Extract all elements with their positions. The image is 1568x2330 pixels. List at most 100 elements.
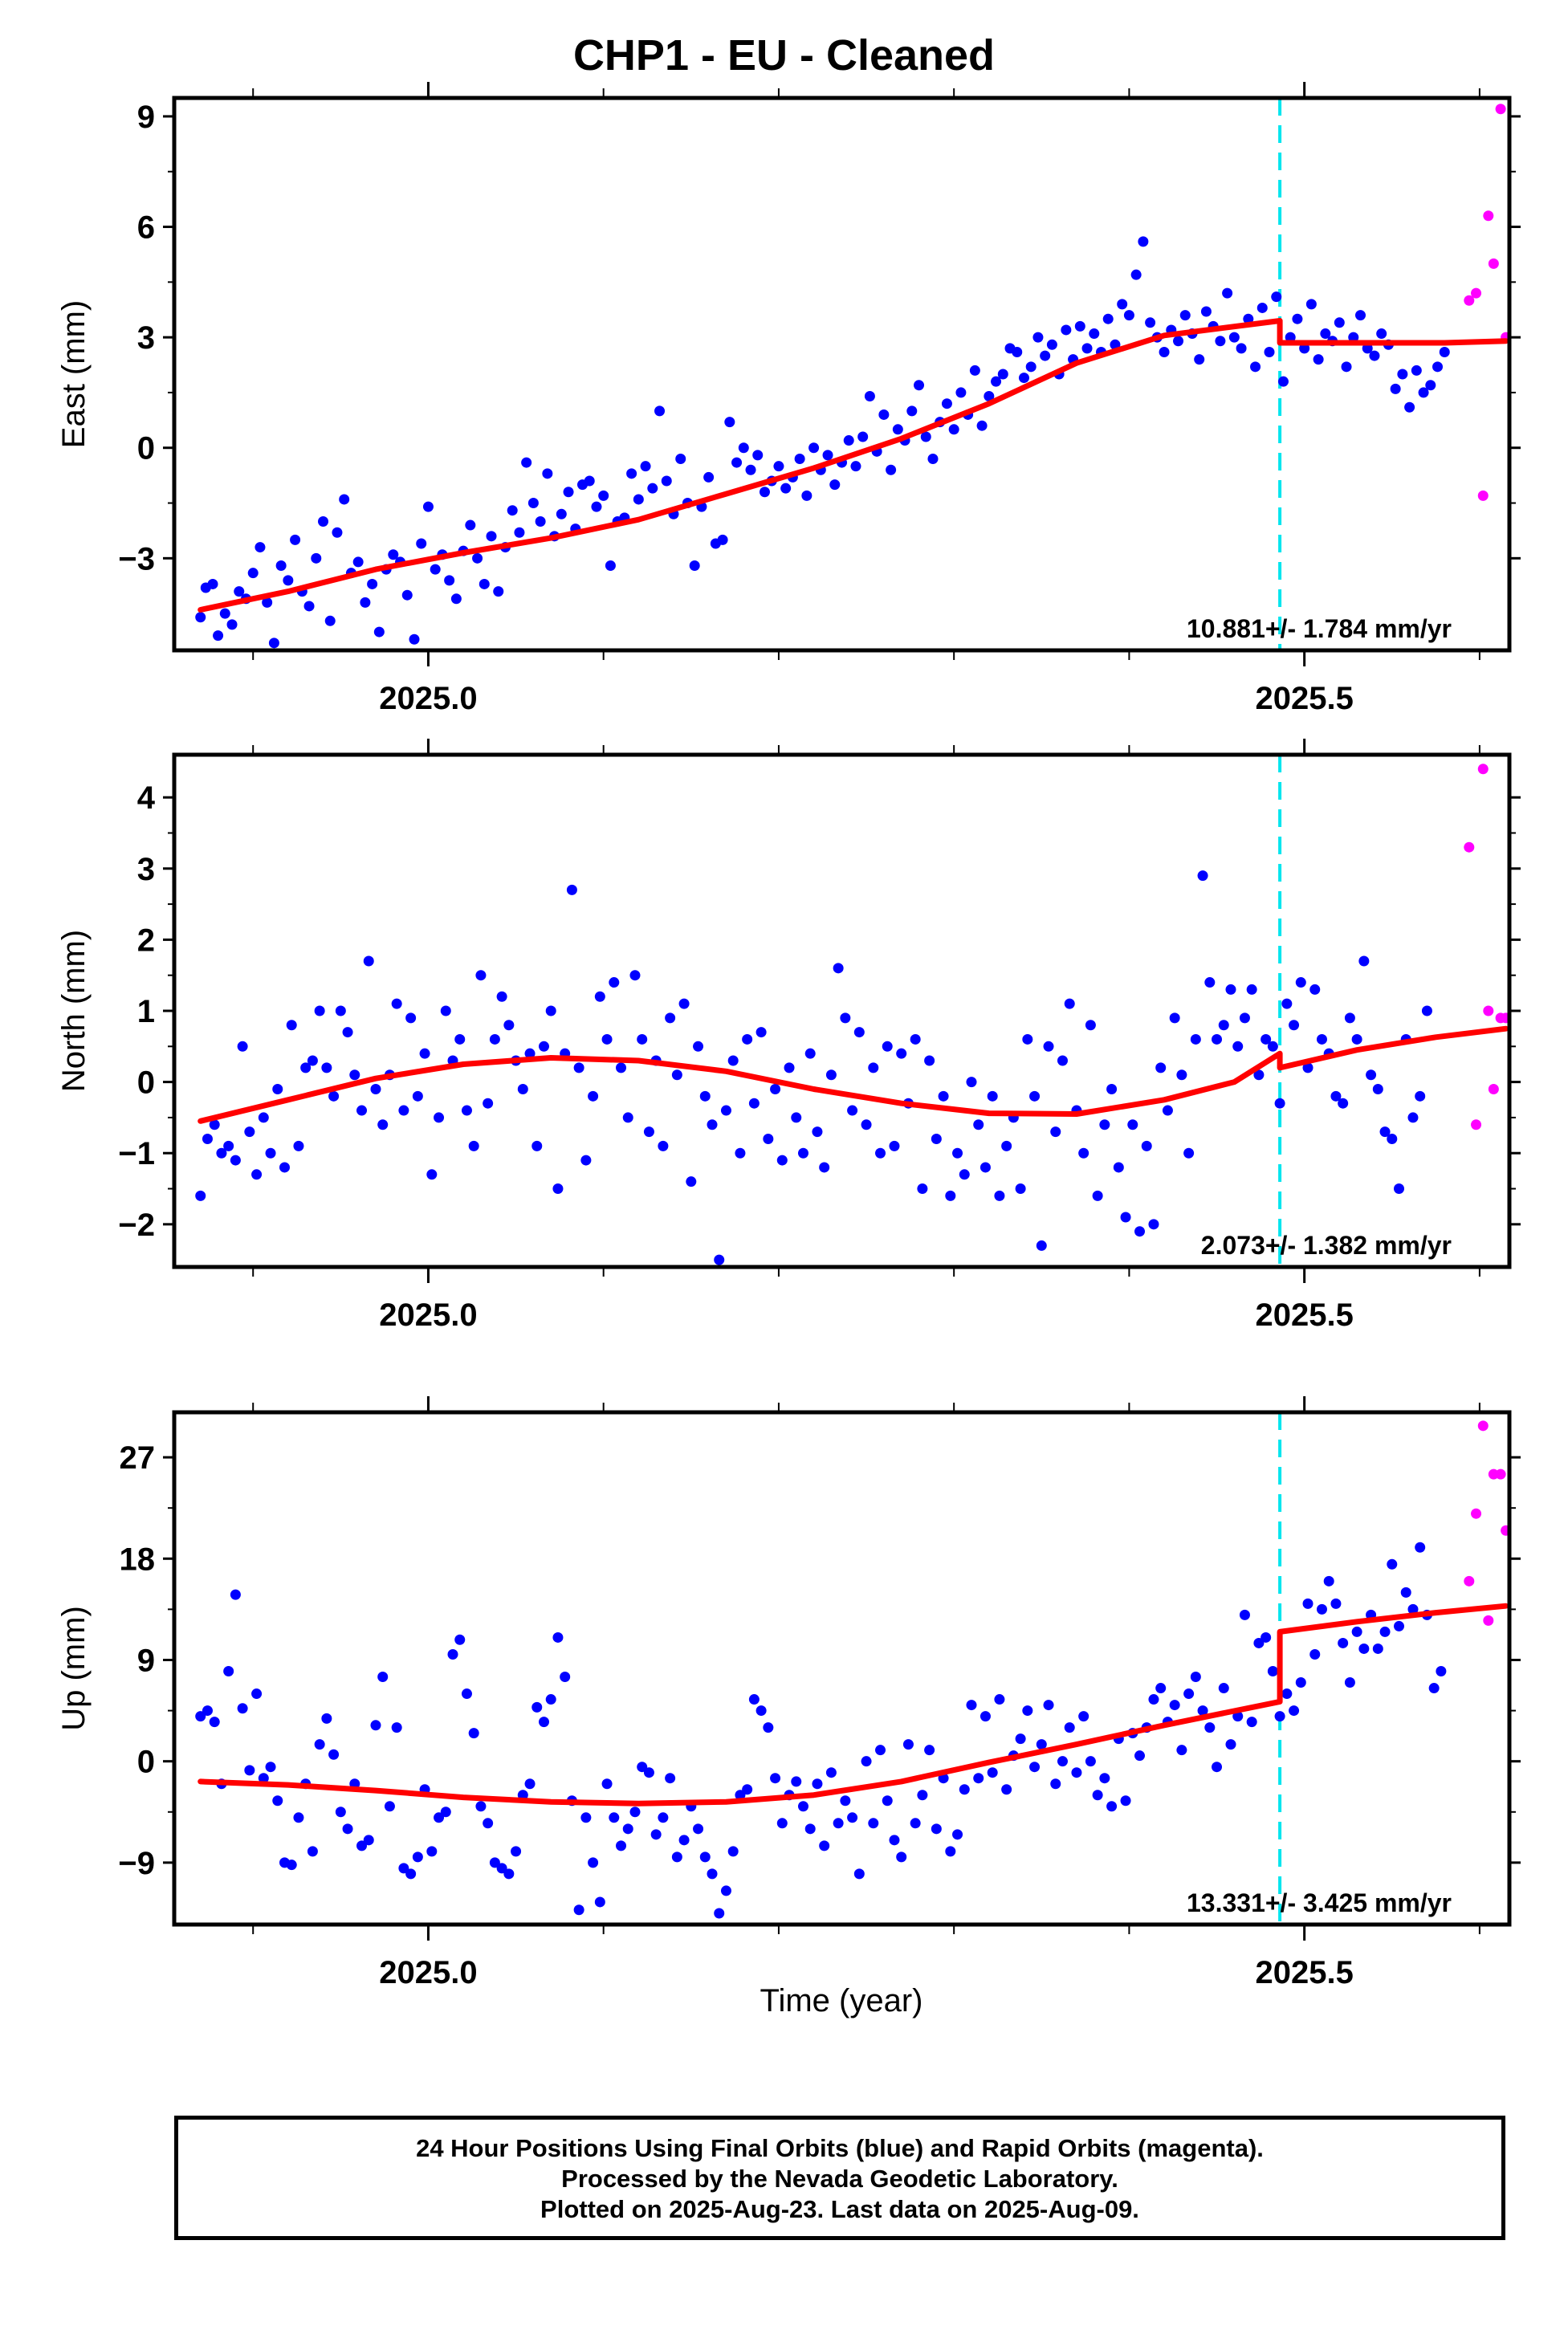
- up-final-point: [328, 1749, 340, 1760]
- north-final-point: [671, 1069, 682, 1081]
- up-final-point: [1197, 1705, 1208, 1717]
- x-axis-title: Time (year): [760, 1983, 923, 2018]
- up-final-point: [342, 1823, 353, 1835]
- up-final-point: [580, 1812, 592, 1823]
- north-final-point: [804, 1048, 816, 1059]
- north-final-point: [720, 1105, 731, 1116]
- up-final-point: [1253, 1637, 1265, 1648]
- east-final-point: [605, 560, 616, 572]
- east-final-point: [1194, 354, 1205, 365]
- north-final-point: [1148, 1219, 1159, 1230]
- north-final-point: [538, 1041, 549, 1052]
- north-final-point: [370, 1083, 381, 1094]
- up-final-point: [1246, 1717, 1257, 1728]
- north-final-point: [1176, 1069, 1187, 1081]
- east-final-point: [955, 387, 967, 398]
- east-final-point: [927, 453, 939, 464]
- up-final-point: [1379, 1626, 1391, 1637]
- up-final-point: [314, 1739, 325, 1750]
- east-final-point: [1145, 317, 1156, 328]
- north-final-point: [1064, 998, 1075, 1009]
- east-final-point: [941, 398, 952, 409]
- north-final-point: [707, 1119, 718, 1130]
- north-final-point: [1394, 1183, 1405, 1195]
- east-final-point: [262, 597, 273, 608]
- north-final-point: [658, 1140, 669, 1151]
- up-rapid-point: [1471, 1508, 1482, 1519]
- east-final-point: [1411, 365, 1422, 376]
- north-final-point: [1204, 977, 1216, 988]
- up-final-point: [693, 1823, 704, 1835]
- up-final-point: [748, 1694, 760, 1705]
- east-final-point: [1313, 354, 1324, 365]
- north-final-point: [489, 1033, 500, 1045]
- up-final-point: [987, 1767, 998, 1778]
- up-final-point: [868, 1818, 879, 1829]
- north-final-point: [917, 1183, 928, 1195]
- north-final-point: [531, 1140, 543, 1151]
- north-final-point: [434, 1112, 445, 1123]
- north-final-point: [363, 955, 374, 967]
- north-final-point: [335, 1005, 346, 1016]
- north-x-tick-label: 2025.0: [379, 1297, 477, 1333]
- up-final-point: [742, 1784, 753, 1795]
- up-final-point: [1120, 1795, 1131, 1807]
- up-final-point: [461, 1688, 472, 1700]
- north-final-point: [609, 977, 620, 988]
- up-final-point: [917, 1790, 928, 1801]
- up-final-point: [195, 1711, 206, 1722]
- up-final-point: [511, 1846, 522, 1857]
- east-final-point: [465, 519, 476, 531]
- east-final-point: [591, 501, 602, 512]
- east-final-point: [1271, 291, 1282, 303]
- up-final-point: [875, 1745, 886, 1756]
- north-final-point: [847, 1105, 858, 1116]
- up-final-point: [1358, 1643, 1370, 1654]
- north-final-point: [1309, 984, 1321, 995]
- north-final-point: [776, 1155, 788, 1166]
- east-final-point: [675, 453, 686, 464]
- north-final-point: [475, 970, 487, 981]
- up-rapid-point: [1495, 1468, 1506, 1480]
- up-final-point: [1204, 1722, 1216, 1733]
- up-y-tick-label: 18: [120, 1542, 156, 1577]
- north-final-point: [1162, 1105, 1173, 1116]
- up-final-point: [272, 1795, 283, 1807]
- up-final-point: [1316, 1603, 1327, 1615]
- east-y-tick-label: 9: [137, 100, 155, 135]
- up-x-tick-label: 2025.5: [1255, 1955, 1353, 1990]
- up-final-point: [1148, 1694, 1159, 1705]
- north-panel: −2 −1 0 1 2 3 4 2025.0 2025.5 North (mm) 2.073+/- …: [56, 739, 1521, 1333]
- north-final-point: [755, 1027, 767, 1038]
- east-final-point: [1222, 287, 1233, 299]
- caption-line-2: Processed by the Nevada Geodetic Laborat…: [561, 2165, 1118, 2193]
- east-final-point: [1341, 361, 1352, 373]
- north-final-point: [616, 1062, 627, 1073]
- north-final-point: [924, 1055, 935, 1066]
- north-final-point: [882, 1041, 893, 1052]
- north-final-point: [342, 1027, 353, 1038]
- up-final-point: [594, 1896, 605, 1908]
- east-final-point: [801, 490, 813, 501]
- east-final-point: [324, 615, 336, 626]
- north-final-point: [699, 1090, 711, 1102]
- east-final-point: [906, 405, 918, 417]
- up-final-point: [924, 1745, 935, 1756]
- north-final-point: [1289, 1020, 1300, 1031]
- east-final-point: [1299, 343, 1310, 354]
- north-plot-area: [195, 755, 1509, 1267]
- north-final-point: [1022, 1033, 1033, 1045]
- up-final-point: [384, 1801, 395, 1812]
- east-final-point: [1369, 350, 1380, 361]
- east-final-point: [1081, 343, 1093, 354]
- up-final-point: [286, 1860, 297, 1871]
- east-final-point: [1200, 306, 1212, 317]
- up-final-point: [889, 1835, 900, 1846]
- east-final-point: [1320, 328, 1331, 340]
- east-final-point: [535, 515, 546, 527]
- north-final-point: [1261, 1033, 1272, 1045]
- up-final-point: [1155, 1683, 1167, 1694]
- east-final-point: [1348, 332, 1359, 343]
- up-final-point: [1071, 1767, 1082, 1778]
- up-final-point: [237, 1703, 248, 1714]
